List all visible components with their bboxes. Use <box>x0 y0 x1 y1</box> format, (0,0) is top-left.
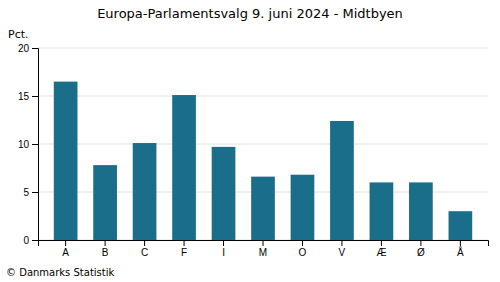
x-tick-mark <box>144 240 145 246</box>
bar <box>291 175 315 240</box>
x-tick: A <box>62 240 69 258</box>
bar <box>212 147 236 240</box>
x-tick: B <box>102 240 109 258</box>
x-tick-label: O <box>299 247 307 258</box>
y-tick-mark <box>32 96 38 97</box>
y-axis-label: Pct. <box>8 28 29 41</box>
x-tick: M <box>259 240 267 258</box>
x-tick: O <box>299 240 307 258</box>
y-tick-label: 5 <box>23 187 29 198</box>
x-tick-label: Ø <box>417 247 425 258</box>
chart-svg: Europa-Parlamentsvalg 9. juni 2024 - Mid… <box>0 0 500 282</box>
y-tick-label: 0 <box>23 235 29 246</box>
x-tick-mark <box>381 240 382 246</box>
chart-container: Europa-Parlamentsvalg 9. juni 2024 - Mid… <box>0 0 500 282</box>
x-axis-line <box>39 241 489 247</box>
bar <box>93 165 117 240</box>
x-tick-mark <box>263 240 264 246</box>
y-tick: 0 <box>23 235 38 246</box>
x-tick-mark <box>184 240 185 246</box>
x-tick-label: I <box>222 247 225 258</box>
bar <box>449 211 473 240</box>
bar <box>370 182 394 240</box>
x-tick: F <box>181 240 187 258</box>
x-tick-label: V <box>339 247 346 258</box>
y-axis: 0 5 10 15 20 <box>18 43 39 246</box>
grid-line <box>38 144 488 145</box>
x-tick-label: A <box>62 247 69 258</box>
footer: © Danmarks Statistik <box>6 267 115 278</box>
bar <box>54 82 78 240</box>
x-tick: I <box>222 240 225 258</box>
y-tick: 5 <box>23 187 38 198</box>
x-tick-mark <box>105 240 106 246</box>
x-tick-mark <box>341 240 342 246</box>
y-tick-mark <box>32 240 38 241</box>
x-tick: Æ <box>376 240 386 258</box>
bar <box>172 95 196 240</box>
bar <box>409 182 433 240</box>
x-tick: V <box>339 240 346 258</box>
y-tick: 10 <box>18 139 38 150</box>
title: Europa-Parlamentsvalg 9. juni 2024 - Mid… <box>97 6 403 21</box>
x-tick-label: Æ <box>376 247 386 258</box>
y-tick: 20 <box>18 43 38 54</box>
x-tick: Å <box>457 240 464 258</box>
x-axis: ABCFIMOVÆØÅ <box>39 240 489 258</box>
x-tick: Ø <box>417 240 425 258</box>
x-tick-label: F <box>181 247 187 258</box>
x-tick-label: B <box>102 247 109 258</box>
grid-line <box>38 48 488 49</box>
bar <box>330 121 354 240</box>
bars <box>54 82 472 240</box>
bar <box>251 177 275 240</box>
y-tick-label: 20 <box>18 43 30 54</box>
plot: 0 5 10 15 20 A B C F I M O V Æ Ø Å <box>18 43 489 258</box>
y-tick-label: 10 <box>18 139 30 150</box>
y-axis-line <box>32 49 39 241</box>
y-tick-mark <box>32 48 38 49</box>
y-tick: 15 <box>18 91 38 102</box>
y-tick-mark <box>32 192 38 193</box>
x-tick-mark <box>65 240 66 246</box>
x-tick-label: M <box>259 247 267 258</box>
x-tick-mark <box>460 240 461 246</box>
grid <box>38 48 488 240</box>
x-tick-mark <box>223 240 224 246</box>
x-tick: C <box>141 240 148 258</box>
x-tick-mark <box>420 240 421 246</box>
y-tick-label: 15 <box>18 91 30 102</box>
grid-line <box>38 96 488 97</box>
y-tick-mark <box>32 144 38 145</box>
x-tick-mark <box>302 240 303 246</box>
bar <box>133 143 157 240</box>
x-tick-label: Å <box>457 246 464 258</box>
x-tick-label: C <box>141 247 148 258</box>
